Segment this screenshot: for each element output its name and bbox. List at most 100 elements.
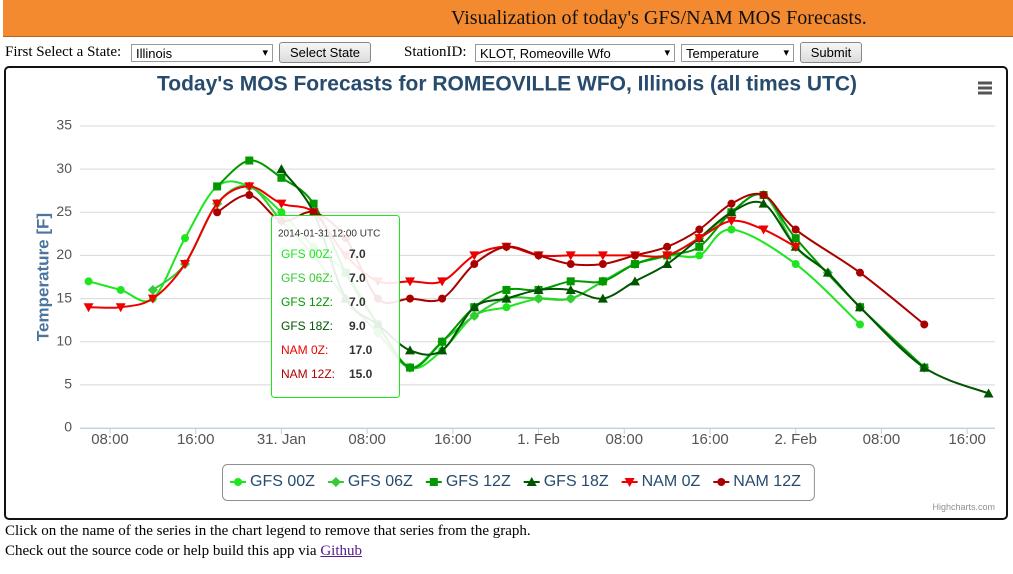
point [405, 345, 415, 355]
point [695, 242, 704, 251]
footer-source-text: Check out the source code or help build … [5, 543, 317, 559]
point [758, 225, 769, 235]
point [598, 260, 607, 269]
point [597, 251, 608, 261]
legend-label: NAM 12Z [733, 473, 801, 490]
x-tick-label: 2. Feb [774, 431, 817, 448]
point [662, 259, 673, 269]
x-tick-label: 31. Jan [257, 431, 306, 448]
point [469, 251, 480, 261]
point [83, 303, 94, 313]
point [115, 303, 126, 313]
credits: Highcharts.com [932, 502, 995, 512]
chart-container [4, 66, 1008, 520]
point [919, 362, 930, 372]
legend-item[interactable]: GFS 06Z [327, 473, 413, 490]
tooltip-label: NAM 0Z: [281, 343, 328, 357]
point [695, 225, 704, 234]
point [791, 234, 800, 243]
point [983, 388, 994, 398]
point [566, 277, 575, 286]
point [631, 251, 639, 260]
legend-item[interactable]: NAM 0Z [621, 473, 701, 490]
tooltip-label: GFS 18Z: [281, 319, 333, 333]
point [663, 242, 672, 251]
y-tick-label: 10 [56, 332, 72, 348]
point [406, 294, 414, 303]
x-tick-label: 16:00 [177, 431, 215, 448]
point [213, 208, 222, 217]
tooltip-value: 15.0 [349, 367, 373, 381]
point [502, 303, 511, 312]
legend-box [222, 464, 815, 501]
point [759, 191, 768, 200]
tooltip-box [271, 215, 400, 398]
point [147, 284, 158, 295]
point [598, 277, 607, 286]
point [213, 182, 222, 191]
footer: Click on the name of the series in the c… [5, 521, 531, 561]
legend-symbol [330, 477, 341, 487]
y-tick-label: 35 [56, 117, 72, 133]
legend-label: GFS 00Z [250, 473, 315, 490]
point [791, 260, 800, 269]
footer-source: Check out the source code or help build … [5, 541, 531, 561]
point [694, 234, 705, 244]
station-select[interactable]: KLOT, Romeoville Wfo [475, 44, 675, 62]
header-title: Visualization of today's GFS/NAM MOS For… [451, 7, 867, 29]
point [855, 302, 865, 312]
select-state-button[interactable]: Select State [279, 42, 371, 63]
variable-select[interactable]: Temperature [681, 44, 794, 62]
x-tick-label: 16:00 [691, 431, 729, 448]
chart-title: Today's MOS Forecasts for ROMEOVILLE WFO… [157, 73, 857, 96]
legend-item[interactable]: GFS 18Z [523, 473, 609, 490]
chart: Today's MOS Forecasts for ROMEOVILLE WFO… [33, 73, 995, 512]
github-link[interactable]: Github [320, 543, 363, 559]
legend-item[interactable]: GFS 12Z [425, 473, 511, 490]
point [727, 225, 736, 234]
point [566, 260, 575, 269]
point [758, 198, 769, 208]
point [244, 182, 255, 192]
legend-item[interactable]: GFS 00Z [230, 473, 315, 490]
point [631, 260, 639, 269]
x-tick-label: 1. Feb [517, 431, 560, 448]
point [727, 199, 736, 208]
point [309, 199, 318, 208]
point [630, 276, 640, 286]
point [437, 277, 448, 287]
legend-symbol [234, 478, 242, 486]
legend-item[interactable]: NAM 12Z [713, 473, 801, 490]
point [438, 294, 447, 303]
state-select[interactable]: Illinois [131, 44, 273, 62]
y-tick-label: 5 [64, 376, 72, 392]
footer-note: Click on the name of the series in the c… [5, 523, 531, 539]
point [790, 242, 801, 252]
y-tick-label: 25 [56, 203, 72, 219]
point [534, 251, 543, 260]
point [822, 267, 833, 277]
point [180, 260, 190, 270]
point [791, 225, 800, 234]
y-tick-label: 15 [56, 289, 72, 305]
point [597, 293, 608, 303]
legend-symbol [526, 477, 537, 486]
menu-icon[interactable] [978, 81, 992, 95]
x-tick-label: 08:00 [606, 431, 644, 448]
point [438, 337, 447, 346]
point [662, 251, 673, 261]
point [726, 207, 737, 217]
legend-label: GFS 06Z [348, 473, 413, 490]
point [277, 208, 286, 217]
submit-button[interactable]: Submit [800, 42, 862, 63]
point [470, 260, 479, 269]
x-tick-label: 08:00 [91, 431, 129, 448]
legend-symbol [429, 478, 438, 486]
point [405, 277, 415, 287]
station-label: StationID: [404, 44, 467, 60]
tooltip-title: 2014-01-31 12:00 UTC [278, 229, 380, 240]
y-tick-label: 0 [64, 419, 72, 435]
header: Visualization of today's GFS/NAM MOS For… [3, 0, 1013, 37]
tooltip-label: GFS 12Z: [281, 295, 333, 309]
point [245, 156, 254, 165]
